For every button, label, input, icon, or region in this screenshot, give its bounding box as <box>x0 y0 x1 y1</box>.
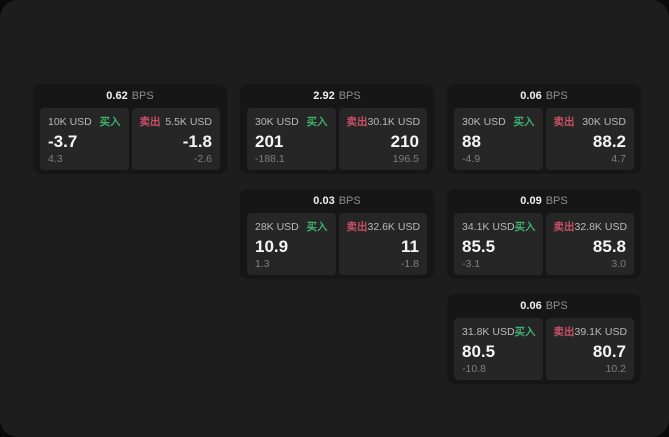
spread-header: 0.03 BPS <box>240 189 434 213</box>
spread-header: 0.06 BPS <box>447 294 641 318</box>
sell-label: 卖出 <box>553 326 575 338</box>
spread-unit: BPS <box>338 90 361 102</box>
quote-card-grid: 0.62 BPS 10K USD 买入 -3.7 4.3 卖出 5.5K USD <box>33 84 641 384</box>
quote-card: 0.62 BPS 10K USD 买入 -3.7 4.3 卖出 5.5K USD <box>33 84 227 174</box>
quote-card: 0.09 BPS 34.1K USD 买入 85.5 -3.1 卖出 32.8K… <box>447 189 641 279</box>
buy-price: 201 <box>255 131 284 151</box>
spread-header: 0.62 BPS <box>33 84 227 108</box>
buy-notional: 30K USD <box>462 115 506 128</box>
buy-notional: 28K USD <box>255 220 299 233</box>
quote-card: 0.03 BPS 28K USD 买入 10.9 1.3 卖出 32.6K US… <box>240 189 434 279</box>
sell-delta: 10.2 <box>605 363 626 375</box>
sell-notional: 5.5K USD <box>165 115 212 128</box>
sell-price: 88.2 <box>592 131 626 151</box>
buy-panel[interactable]: 31.8K USD 买入 80.5 -10.8 <box>454 318 543 380</box>
buy-delta: 4.3 <box>48 153 63 165</box>
spread-value: 0.09 <box>520 195 542 207</box>
buy-label: 买入 <box>513 116 535 128</box>
buy-delta: -188.1 <box>255 153 285 165</box>
buy-panel[interactable]: 34.1K USD 买入 85.5 -3.1 <box>454 213 543 275</box>
sell-panel[interactable]: 卖出 39.1K USD 80.7 10.2 <box>545 318 634 380</box>
sell-delta: 4.7 <box>611 153 626 165</box>
quote-panels: 30K USD 买入 201 -188.1 卖出 30.1K USD 210 1… <box>240 108 434 174</box>
sell-delta: -2.6 <box>193 153 212 165</box>
sell-notional: 30.1K USD <box>367 115 421 128</box>
spread-header: 2.92 BPS <box>240 84 434 108</box>
sell-label: 卖出 <box>553 116 575 128</box>
spread-unit: BPS <box>545 300 568 312</box>
sell-price: 80.7 <box>592 341 626 361</box>
quote-card: 2.92 BPS 30K USD 买入 201 -188.1 卖出 30.1K … <box>240 84 434 174</box>
sell-notional: 32.8K USD <box>574 220 628 233</box>
buy-panel[interactable]: 28K USD 买入 10.9 1.3 <box>247 213 336 275</box>
spread-value: 0.06 <box>520 300 542 312</box>
buy-notional: 34.1K USD <box>462 220 515 233</box>
buy-label: 买入 <box>306 116 328 128</box>
buy-panel[interactable]: 10K USD 买入 -3.7 4.3 <box>40 108 129 170</box>
buy-price: 85.5 <box>462 236 496 256</box>
sell-price: 11 <box>401 236 419 256</box>
quote-panels: 34.1K USD 买入 85.5 -3.1 卖出 32.8K USD 85.8… <box>447 213 641 279</box>
quote-panels: 28K USD 买入 10.9 1.3 卖出 32.6K USD 11 -1.8 <box>240 213 434 279</box>
buy-label: 买入 <box>514 326 536 338</box>
spread-header: 0.06 BPS <box>447 84 641 108</box>
spread-value: 0.62 <box>106 90 128 102</box>
buy-price: 80.5 <box>462 341 496 361</box>
sell-delta: 3.0 <box>611 258 626 270</box>
buy-price: 10.9 <box>255 236 289 256</box>
buy-label: 买入 <box>514 221 536 233</box>
buy-label: 买入 <box>306 221 328 233</box>
quote-panels: 10K USD 买入 -3.7 4.3 卖出 5.5K USD -1.8 -2.… <box>33 108 227 174</box>
spread-header: 0.09 BPS <box>447 189 641 213</box>
spread-unit: BPS <box>338 195 361 207</box>
spread-value: 2.92 <box>313 90 335 102</box>
sell-panel[interactable]: 卖出 30.1K USD 210 196.5 <box>338 108 427 170</box>
buy-notional: 30K USD <box>255 115 299 128</box>
sell-delta: 196.5 <box>392 153 419 165</box>
sell-panel[interactable]: 卖出 30K USD 88.2 4.7 <box>545 108 634 170</box>
buy-delta: 1.3 <box>255 258 270 270</box>
spread-unit: BPS <box>545 195 568 207</box>
sell-label: 卖出 <box>553 221 575 233</box>
spread-unit: BPS <box>545 90 568 102</box>
spread-value: 0.03 <box>313 195 335 207</box>
buy-panel[interactable]: 30K USD 买入 201 -188.1 <box>247 108 336 170</box>
buy-price: -3.7 <box>48 131 78 151</box>
sell-price: -1.8 <box>182 131 212 151</box>
sell-label: 卖出 <box>346 221 368 233</box>
sell-notional: 30K USD <box>582 115 626 128</box>
quote-card: 0.06 BPS 31.8K USD 买入 80.5 -10.8 卖出 39.1… <box>447 294 641 384</box>
sell-label: 卖出 <box>139 116 161 128</box>
spread-unit: BPS <box>131 90 154 102</box>
sell-notional: 39.1K USD <box>574 325 628 338</box>
buy-delta: -4.9 <box>462 153 481 165</box>
buy-price: 88 <box>462 131 481 151</box>
spread-value: 0.06 <box>520 90 542 102</box>
sell-price: 85.8 <box>592 236 626 256</box>
sell-panel[interactable]: 卖出 5.5K USD -1.8 -2.6 <box>131 108 220 170</box>
quote-card: 0.06 BPS 30K USD 买入 88 -4.9 卖出 30K USD <box>447 84 641 174</box>
buy-label: 买入 <box>99 116 121 128</box>
sell-panel[interactable]: 卖出 32.8K USD 85.8 3.0 <box>545 213 634 275</box>
quote-panels: 30K USD 买入 88 -4.9 卖出 30K USD 88.2 4.7 <box>447 108 641 174</box>
buy-notional: 31.8K USD <box>462 325 515 338</box>
sell-label: 卖出 <box>346 116 368 128</box>
sell-price: 210 <box>390 131 419 151</box>
sell-notional: 32.6K USD <box>367 220 421 233</box>
buy-notional: 10K USD <box>48 115 92 128</box>
buy-delta: -10.8 <box>462 363 486 375</box>
buy-delta: -3.1 <box>462 258 481 270</box>
sell-delta: -1.8 <box>400 258 419 270</box>
buy-panel[interactable]: 30K USD 买入 88 -4.9 <box>454 108 543 170</box>
quote-panels: 31.8K USD 买入 80.5 -10.8 卖出 39.1K USD 80.… <box>447 318 641 384</box>
sell-panel[interactable]: 卖出 32.6K USD 11 -1.8 <box>338 213 427 275</box>
